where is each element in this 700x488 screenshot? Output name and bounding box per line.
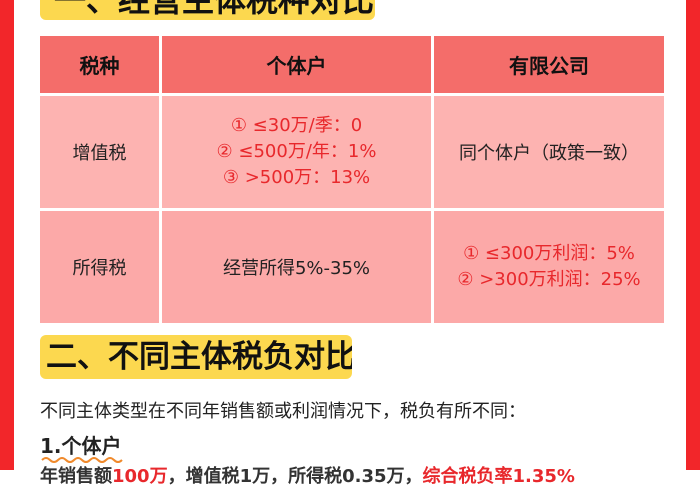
table-header-row: 税种 个体户 有限公司 bbox=[40, 36, 664, 93]
table-row: 增值税 ① ≤30万/季：0 ② ≤500万/年：1% ③ >500万：13% … bbox=[40, 96, 664, 208]
wavy-underline bbox=[41, 457, 123, 463]
table-row: 所得税 经营所得5%-35% ① ≤300万利润：5% ② >300万利润：25… bbox=[40, 211, 664, 323]
partial-text-line: 年销售额100万，增值税1万，所得税0.35万，综合税负率1.35% bbox=[40, 466, 575, 487]
tax-comparison-table: 税种 个体户 有限公司 增值税 ① ≤30万/季：0 ② ≤500万/年：1% … bbox=[37, 33, 667, 326]
left-red-border bbox=[0, 0, 14, 470]
rule-line: ② >300万利润：25% bbox=[457, 269, 641, 290]
rule-line: 经营所得5%-35% bbox=[222, 258, 371, 279]
company-vat: 同个体户（政策一致） bbox=[434, 96, 664, 208]
company-income-tax: ① ≤300万利润：5% ② >300万利润：25% bbox=[434, 211, 664, 323]
header-tax-type: 税种 bbox=[40, 36, 159, 93]
intro-text: 不同主体类型在不同年销售额或利润情况下，税负有所不同： bbox=[40, 401, 526, 422]
rule-line: ① ≤300万利润：5% bbox=[463, 243, 635, 264]
rule-line: ③ >500万：13% bbox=[222, 167, 371, 188]
tax-name: 增值税 bbox=[40, 96, 159, 208]
rule-line: ① ≤30万/季：0 bbox=[230, 115, 363, 136]
section2-heading: 二、不同主体税负对比 bbox=[40, 335, 352, 379]
rule-line: 同个体户（政策一致） bbox=[459, 143, 639, 164]
header-company: 有限公司 bbox=[434, 36, 664, 93]
section1-heading: 一、经营主体税种对比 bbox=[40, 0, 375, 20]
subheading-individual: 1.个体户 bbox=[40, 434, 122, 458]
individual-income-tax: 经营所得5%-35% bbox=[162, 211, 431, 323]
rule-line: ② ≤500万/年：1% bbox=[216, 141, 377, 162]
individual-vat: ① ≤30万/季：0 ② ≤500万/年：1% ③ >500万：13% bbox=[162, 96, 431, 208]
right-red-border bbox=[686, 0, 700, 470]
header-individual: 个体户 bbox=[162, 36, 431, 93]
tax-name: 所得税 bbox=[40, 211, 159, 323]
